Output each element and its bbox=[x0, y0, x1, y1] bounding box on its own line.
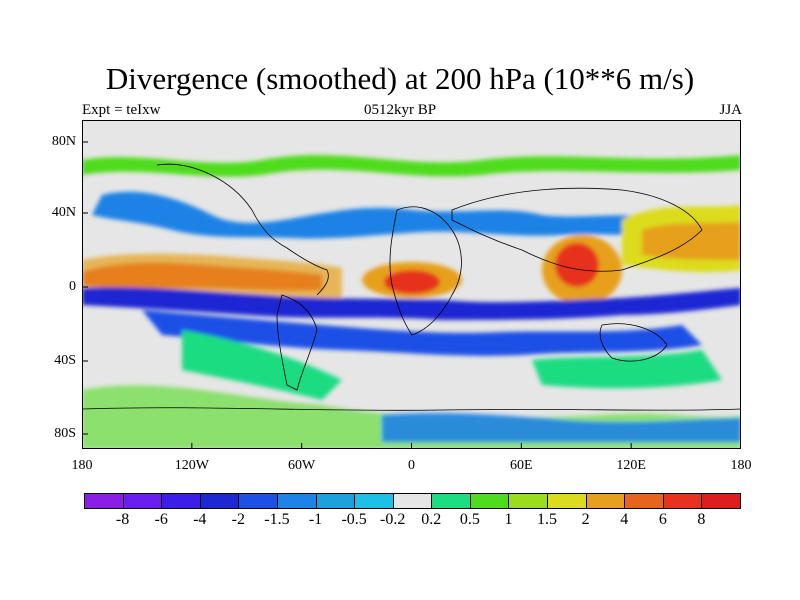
colorbar-tick-label: 6 bbox=[658, 511, 667, 528]
colorbar-swatch bbox=[122, 493, 163, 509]
map-panel bbox=[82, 120, 741, 449]
colorbar-tick-label: -1.5 bbox=[264, 511, 290, 528]
lat-tick-label: 40S bbox=[54, 353, 76, 368]
coastlines bbox=[82, 163, 741, 411]
colorbar-tick-label: 8 bbox=[697, 511, 706, 528]
colorbar-tick-label: -0.5 bbox=[341, 511, 367, 528]
colorbar-swatch bbox=[701, 493, 741, 509]
lat-tick-label: 0 bbox=[69, 279, 76, 294]
colorbar-swatch bbox=[624, 493, 664, 509]
season-label: JJA bbox=[719, 102, 742, 118]
colorbar-swatch bbox=[469, 493, 510, 509]
colorbar-swatch bbox=[547, 493, 587, 509]
colorbar-swatch bbox=[238, 493, 278, 509]
lon-tick-label: 180 bbox=[730, 458, 752, 473]
colorbar-swatch bbox=[84, 493, 124, 509]
lon-tick-label: 120E bbox=[616, 458, 646, 473]
colorbar-swatch bbox=[585, 493, 626, 509]
colorbar-tick-label: -2 bbox=[231, 511, 245, 528]
colorbar-tick-label: -8 bbox=[115, 511, 130, 528]
colorbar-tick-label: 1.5 bbox=[537, 511, 558, 528]
colorbar-tick-label: -6 bbox=[154, 511, 168, 528]
colorbar-swatch bbox=[276, 493, 317, 509]
colorbar-tick-label: -0.2 bbox=[380, 511, 406, 528]
colorbar-swatch bbox=[315, 493, 356, 509]
lat-tick-label: 80N bbox=[51, 134, 76, 149]
colorbar-tick-label: -1 bbox=[308, 511, 323, 528]
colorbar-tick-label: -4 bbox=[193, 511, 207, 528]
lon-tick-label: 180 bbox=[71, 458, 93, 473]
colorbar-tick-label: 0.2 bbox=[421, 511, 442, 528]
lon-tick-label: 0 bbox=[408, 458, 415, 473]
colorbar-swatch bbox=[508, 493, 549, 509]
colorbar-swatch bbox=[161, 493, 201, 509]
colorbar bbox=[84, 493, 741, 509]
lon-tick-label: 60W bbox=[288, 458, 316, 473]
experiment-label: Expt = teIxw bbox=[82, 102, 161, 118]
colorbar-swatch bbox=[199, 493, 240, 509]
colorbar-swatch bbox=[392, 493, 433, 509]
field-shading bbox=[82, 155, 741, 449]
colorbar-tick-label: 4 bbox=[620, 511, 629, 528]
colorbar-swatch bbox=[431, 493, 471, 509]
chart-title: Divergence (smoothed) at 200 hPa (10**6 … bbox=[105, 61, 695, 96]
lon-tick-label: 60E bbox=[510, 458, 533, 473]
lat-tick-label: 40N bbox=[51, 205, 76, 220]
colorbar-swatch bbox=[354, 493, 394, 509]
time-label: 0512kyr BP bbox=[363, 102, 437, 118]
colorbar-tick-label: 0.5 bbox=[459, 511, 480, 528]
colorbar-tick-label: 2 bbox=[581, 511, 590, 528]
lon-tick-label: 120W bbox=[174, 458, 209, 473]
colorbar-tick-label: 1 bbox=[504, 511, 513, 528]
divergence-map bbox=[82, 120, 741, 449]
colorbar-swatch bbox=[662, 493, 703, 509]
lat-tick-label: 80S bbox=[54, 426, 76, 441]
